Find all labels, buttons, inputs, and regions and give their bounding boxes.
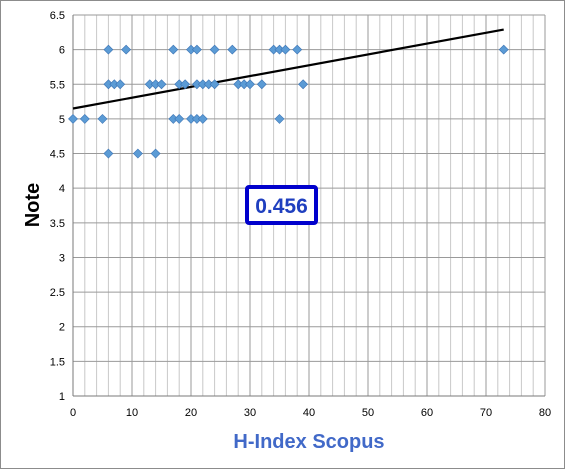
data-point [280,44,291,55]
data-point [115,79,126,90]
data-point [274,113,285,124]
x-tick-label: 0 [70,407,76,419]
annotation-box-group: 0.456 [245,185,318,225]
data-point [79,113,90,124]
data-point [245,79,255,90]
data-point [298,79,309,90]
data-point [121,44,132,55]
data-point [132,148,143,159]
data-point [97,113,108,124]
y-tick-label: 5.5 [50,79,65,91]
data-point [103,148,114,159]
x-tick-label: 40 [303,407,315,419]
y-tick-labels: 1 1.5 2 2.5 3 3.5 4 4.5 5 5.5 6 6.5 [50,10,65,403]
y-tick-label: 1 [59,391,65,403]
data-point [174,113,185,124]
annotation-value: 0.456 [255,195,308,218]
y-tick-label: 4 [59,183,65,195]
data-point [209,44,220,55]
y-tick-label: 3 [59,252,65,264]
y-tick-label: 2.5 [50,287,65,299]
y-tick-label: 6 [59,45,65,57]
x-tick-label: 80 [539,407,551,419]
data-point [498,44,509,55]
data-points [68,44,509,159]
y-tick-label: 6.5 [50,10,65,22]
x-tick-label: 20 [185,407,197,419]
x-axis-label: H-Index Scopus [233,431,384,453]
x-tick-label: 60 [421,407,433,419]
axes [72,15,545,397]
y-tick-label: 4.5 [50,149,65,161]
x-tick-label: 10 [126,407,138,419]
data-point [180,79,191,90]
x-tick-label: 30 [244,407,256,419]
y-tick-label: 2 [59,322,65,334]
data-point [197,113,208,124]
trendline [72,28,504,110]
data-point [209,79,220,90]
x-tick-label: 70 [480,407,492,419]
data-point [256,79,267,90]
annotation-box [245,185,318,225]
data-point [68,113,78,124]
data-point [191,44,202,55]
trendline-group [72,28,504,110]
y-axis-label: Note [22,183,44,227]
y-tick-label: 5 [59,114,65,126]
y-tick-label: 3.5 [50,218,65,230]
data-point [156,79,167,90]
y-tick-label: 1.5 [50,356,65,368]
data-point [150,148,161,159]
data-point [292,44,303,55]
x-tick-label: 50 [362,407,374,419]
x-tick-labels: 0 10 20 30 40 50 60 70 80 [70,407,551,419]
data-point [227,44,238,55]
data-point [103,44,114,55]
data-point [168,44,179,55]
